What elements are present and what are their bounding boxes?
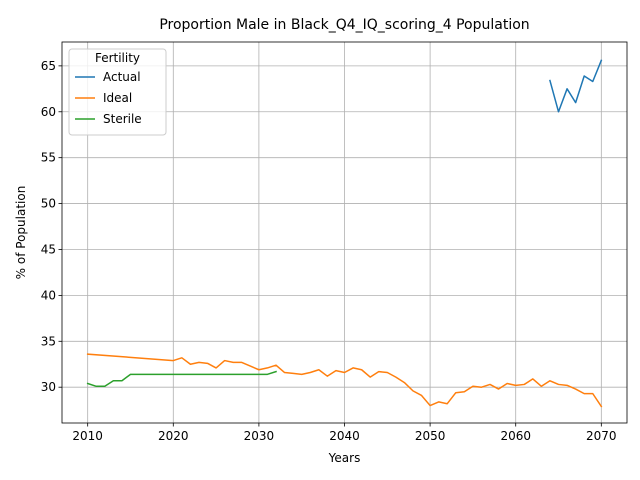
legend: Fertility Actual Ideal Sterile — [68, 48, 167, 136]
y-tick-label: 60 — [41, 105, 56, 119]
legend-label: Sterile — [103, 112, 142, 126]
legend-items: Actual Ideal Sterile — [75, 70, 142, 126]
x-tick-label: 2060 — [500, 429, 531, 443]
legend-title: Fertility — [95, 51, 140, 65]
y-axis-label: % of Population — [14, 186, 28, 280]
legend-item-ideal: Ideal — [75, 91, 132, 105]
grid — [62, 42, 627, 423]
legend-label: Ideal — [103, 91, 132, 105]
legend-label: Actual — [103, 70, 141, 84]
x-axis-label: Years — [328, 451, 361, 465]
x-tick-label: 2070 — [586, 429, 617, 443]
x-tick-label: 2020 — [158, 429, 189, 443]
x-tick-label: 2010 — [72, 429, 103, 443]
series-line-actual — [549, 59, 603, 113]
y-tick-label: 55 — [41, 151, 56, 165]
y-tick-label: 45 — [41, 242, 56, 256]
y-tick-label: 50 — [41, 197, 56, 211]
series-lines — [86, 59, 603, 408]
chart-title: Proportion Male in Black_Q4_IQ_scoring_4… — [159, 17, 529, 33]
ticks: 2010 2020 2030 2040 2050 2060 2070 30 35 40 45 50 55… — [41, 59, 617, 443]
legend-box — [68, 48, 167, 136]
x-tick-label: 2050 — [415, 429, 446, 443]
y-tick-label: 30 — [41, 380, 56, 394]
x-tick-label: 2040 — [329, 429, 360, 443]
legend-item-actual: Actual — [75, 70, 141, 84]
x-tick-label: 2030 — [244, 429, 275, 443]
y-tick-label: 35 — [41, 334, 56, 348]
y-tick-label: 40 — [41, 288, 56, 302]
legend-item-sterile: Sterile — [75, 112, 142, 126]
series-line-sterile — [86, 370, 277, 388]
series-line-ideal — [86, 353, 603, 408]
y-tick-label: 65 — [41, 59, 56, 73]
